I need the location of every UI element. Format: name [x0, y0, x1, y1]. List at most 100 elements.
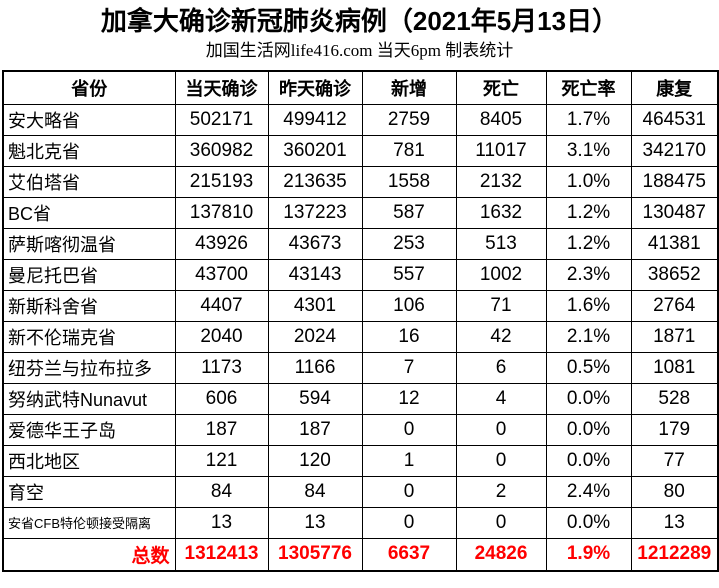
value-cell-deaths: 42 — [455, 320, 547, 353]
table-row: 西北地区 121 120 1 0 0.0% 77 — [2, 444, 719, 477]
value-cell-recovered: 41381 — [630, 227, 719, 260]
province-cell: 新斯科舍省 — [2, 289, 176, 322]
value-cell-death-rate: 2.3% — [545, 258, 632, 291]
total-label-cell: 总数 — [2, 537, 176, 572]
table-row: 新斯科舍省 4407 4301 106 71 1.6% 2764 — [2, 289, 719, 322]
header-cell-deaths: 死亡 — [455, 70, 547, 105]
value-cell-recovered: 188475 — [630, 165, 719, 198]
table-row: 安大略省 502171 499412 2759 8405 1.7% 464531 — [2, 103, 719, 136]
table-row: 艾伯塔省 215193 213635 1558 2132 1.0% 188475 — [2, 165, 719, 198]
value-cell-new-cases: 16 — [361, 320, 457, 353]
value-cell-recovered: 38652 — [630, 258, 719, 291]
value-cell-new-cases: 0 — [361, 506, 457, 539]
value-cell-today-confirmed: 121 — [174, 444, 269, 477]
value-cell-recovered: 179 — [630, 413, 719, 446]
value-cell-death-rate: 0.0% — [545, 413, 632, 446]
value-cell-today-confirmed: 137810 — [174, 196, 269, 229]
value-cell-deaths: 0 — [455, 413, 547, 446]
value-cell-deaths: 2132 — [455, 165, 547, 198]
value-cell-death-rate: 1.2% — [545, 196, 632, 229]
value-cell-recovered: 342170 — [630, 134, 719, 167]
province-cell: 安大略省 — [2, 103, 176, 136]
value-cell-deaths: 6 — [455, 351, 547, 384]
total-cell-new-cases: 6637 — [361, 537, 457, 572]
value-cell-yesterday-confirmed: 84 — [267, 475, 363, 508]
header-cell-recovered: 康复 — [630, 70, 719, 105]
header-cell-today-confirmed: 当天确诊 — [174, 70, 269, 105]
value-cell-new-cases: 1558 — [361, 165, 457, 198]
value-cell-deaths: 2 — [455, 475, 547, 508]
table-header-row: 省份 当天确诊 昨天确诊 新增 死亡 死亡率 康复 — [2, 70, 719, 105]
table-row: BC省 137810 137223 587 1632 1.2% 130487 — [2, 196, 719, 229]
covid-report-page: 加拿大确诊新冠肺炎病例（2021年5月13日） 加国生活网life416.com… — [0, 5, 719, 572]
province-cell: 努纳武特Nunavut — [2, 382, 176, 415]
value-cell-recovered: 528 — [630, 382, 719, 415]
province-cell: 纽芬兰与拉布拉多 — [2, 351, 176, 384]
value-cell-new-cases: 106 — [361, 289, 457, 322]
value-cell-death-rate: 1.7% — [545, 103, 632, 136]
value-cell-recovered: 80 — [630, 475, 719, 508]
province-cell: 育空 — [2, 475, 176, 508]
value-cell-yesterday-confirmed: 120 — [267, 444, 363, 477]
total-cell-death-rate: 1.9% — [545, 537, 632, 572]
province-cell: 艾伯塔省 — [2, 165, 176, 198]
table-row: 新不伦瑞克省 2040 2024 16 42 2.1% 1871 — [2, 320, 719, 353]
page-subtitle: 加国生活网life416.com 当天6pm 制表统计 — [205, 41, 514, 60]
value-cell-death-rate: 3.1% — [545, 134, 632, 167]
value-cell-yesterday-confirmed: 4301 — [267, 289, 363, 322]
value-cell-yesterday-confirmed: 2024 — [267, 320, 363, 353]
value-cell-new-cases: 781 — [361, 134, 457, 167]
value-cell-death-rate: 1.2% — [545, 227, 632, 260]
value-cell-new-cases: 557 — [361, 258, 457, 291]
value-cell-today-confirmed: 606 — [174, 382, 269, 415]
value-cell-yesterday-confirmed: 1166 — [267, 351, 363, 384]
value-cell-new-cases: 1 — [361, 444, 457, 477]
header-cell-yesterday-confirmed: 昨天确诊 — [267, 70, 363, 105]
value-cell-recovered: 130487 — [630, 196, 719, 229]
value-cell-deaths: 0 — [455, 506, 547, 539]
value-cell-new-cases: 0 — [361, 413, 457, 446]
total-cell-today-confirmed: 1312413 — [174, 537, 269, 572]
value-cell-yesterday-confirmed: 499412 — [267, 103, 363, 136]
value-cell-recovered: 1081 — [630, 351, 719, 384]
value-cell-new-cases: 12 — [361, 382, 457, 415]
value-cell-deaths: 71 — [455, 289, 547, 322]
value-cell-today-confirmed: 360982 — [174, 134, 269, 167]
header-cell-new-cases: 新增 — [361, 70, 457, 105]
value-cell-death-rate: 1.0% — [545, 165, 632, 198]
province-cell: BC省 — [2, 196, 176, 229]
value-cell-today-confirmed: 4407 — [174, 289, 269, 322]
value-cell-death-rate: 1.6% — [545, 289, 632, 322]
table-row: 纽芬兰与拉布拉多 1173 1166 7 6 0.5% 1081 — [2, 351, 719, 384]
total-cell-recovered: 1212289 — [630, 537, 719, 572]
province-cell: 新不伦瑞克省 — [2, 320, 176, 353]
value-cell-yesterday-confirmed: 360201 — [267, 134, 363, 167]
value-cell-new-cases: 0 — [361, 475, 457, 508]
province-cell: 曼尼托巴省 — [2, 258, 176, 291]
value-cell-new-cases: 2759 — [361, 103, 457, 136]
value-cell-death-rate: 0.0% — [545, 506, 632, 539]
value-cell-today-confirmed: 1173 — [174, 351, 269, 384]
value-cell-recovered: 2764 — [630, 289, 719, 322]
covid-cases-table: 省份 当天确诊 昨天确诊 新增 死亡 死亡率 康复 安大略省 502171 499412 2759… — [2, 70, 719, 572]
value-cell-death-rate: 0.0% — [545, 444, 632, 477]
province-cell: 魁北克省 — [2, 134, 176, 167]
table-row: 育空 84 84 0 2 2.4% 80 — [2, 475, 719, 508]
value-cell-recovered: 1871 — [630, 320, 719, 353]
value-cell-deaths: 0 — [455, 444, 547, 477]
value-cell-new-cases: 587 — [361, 196, 457, 229]
value-cell-yesterday-confirmed: 43143 — [267, 258, 363, 291]
table-row: 努纳武特Nunavut 606 594 12 4 0.0% 528 — [2, 382, 719, 415]
table-row: 安省CFB特伦顿接受隔离 13 13 0 0 0.0% 13 — [2, 506, 719, 539]
value-cell-yesterday-confirmed: 187 — [267, 413, 363, 446]
value-cell-today-confirmed: 187 — [174, 413, 269, 446]
table-row: 萨斯喀彻温省 43926 43673 253 513 1.2% 41381 — [2, 227, 719, 260]
total-cell-yesterday-confirmed: 1305776 — [267, 537, 363, 572]
table-row: 爱德华王子岛 187 187 0 0 0.0% 179 — [2, 413, 719, 446]
value-cell-yesterday-confirmed: 43673 — [267, 227, 363, 260]
value-cell-yesterday-confirmed: 137223 — [267, 196, 363, 229]
value-cell-new-cases: 7 — [361, 351, 457, 384]
value-cell-new-cases: 253 — [361, 227, 457, 260]
value-cell-today-confirmed: 84 — [174, 475, 269, 508]
value-cell-today-confirmed: 13 — [174, 506, 269, 539]
